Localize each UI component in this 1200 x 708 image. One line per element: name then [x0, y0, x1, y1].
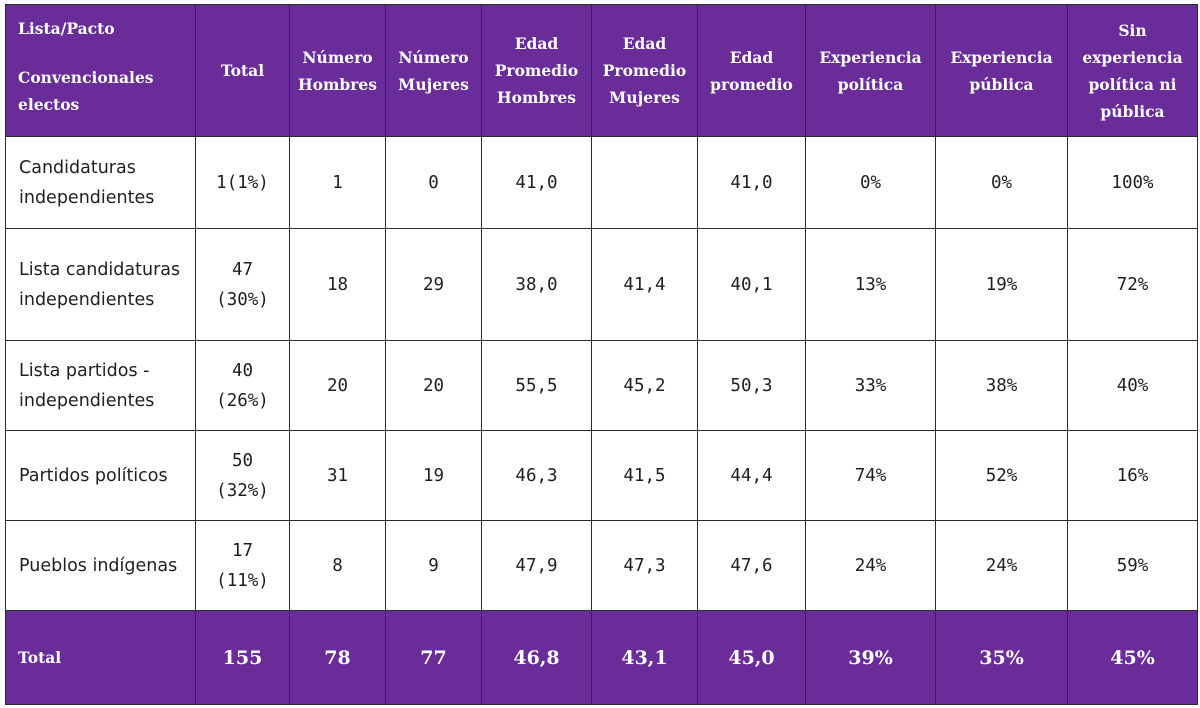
table-row: Candidaturas independientes 1(1%) 1 0 41,0 41… — [5, 136, 1198, 229]
edad-hombres-cell: 41,0 — [481, 136, 592, 229]
edad-mujeres-cell: 45,2 — [591, 340, 698, 431]
exp-publica-cell: 0% — [935, 136, 1068, 229]
header-sin-experiencia: Sin experiencia política ni pública — [1067, 4, 1198, 137]
mujeres-cell: 0 — [385, 136, 482, 229]
exp-politica-cell: 0% — [805, 136, 936, 229]
edad-mujeres-cell: 41,5 — [591, 430, 698, 521]
lista-cell: Partidos políticos — [5, 430, 196, 521]
exp-publica-cell: 38% — [935, 340, 1068, 431]
edad-promedio-cell: 41,0 — [697, 136, 806, 229]
hombres-cell: 1 — [289, 136, 386, 229]
hombres-cell: 8 — [289, 520, 386, 611]
edad-mujeres-cell: 47,3 — [591, 520, 698, 611]
header-total: Total — [195, 4, 290, 137]
sin-experiencia-cell: 59% — [1067, 520, 1198, 611]
exp-publica-cell: 24% — [935, 520, 1068, 611]
mujeres-cell: 9 — [385, 520, 482, 611]
sin-experiencia-cell: 40% — [1067, 340, 1198, 431]
exp-politica-cell: 24% — [805, 520, 936, 611]
exp-politica-cell: 13% — [805, 228, 936, 341]
header-edad-mujeres: Edad Promedio Mujeres — [591, 4, 698, 137]
exp-politica-cell: 74% — [805, 430, 936, 521]
edad-hombres-cell: 55,5 — [481, 340, 592, 431]
header-edad-promedio: Edad promedio — [697, 4, 806, 137]
total-sin-experiencia-cell: 45% — [1067, 610, 1198, 705]
table-row: Partidos políticos 50 (32%) 31 19 46,3 41,5 44… — [5, 430, 1198, 521]
hombres-cell: 20 — [289, 340, 386, 431]
header-lista-pacto: Lista/Pacto Convencionales electos — [5, 4, 196, 137]
sin-experiencia-cell: 72% — [1067, 228, 1198, 341]
convencionales-table: Lista/Pacto Convencionales electos Total… — [5, 4, 1198, 705]
table-row: Lista candidaturas independientes 47 (30%… — [5, 228, 1198, 341]
sin-experiencia-cell: 100% — [1067, 136, 1198, 229]
sin-experiencia-cell: 16% — [1067, 430, 1198, 521]
edad-promedio-cell: 50,3 — [697, 340, 806, 431]
edad-mujeres-cell — [591, 136, 698, 229]
table-body: Candidaturas independientes 1(1%) 1 0 41,0 41… — [5, 136, 1198, 611]
edad-hombres-cell: 38,0 — [481, 228, 592, 341]
header-lista-line1: Lista/Pacto — [18, 19, 115, 38]
lista-cell: Pueblos indígenas — [5, 520, 196, 611]
edad-hombres-cell: 46,3 — [481, 430, 592, 521]
header-row: Lista/Pacto Convencionales electos Total… — [5, 4, 1198, 137]
total-lista-cell: Total — [5, 610, 196, 705]
exp-publica-cell: 52% — [935, 430, 1068, 521]
total-row: Total 155 78 77 46,8 43,1 45,0 39% 35% 45% — [5, 610, 1198, 705]
lista-cell: Lista partidos - independientes — [5, 340, 196, 431]
table-row: Pueblos indígenas 17 (11%) 8 9 47,9 47,3 47,6 2… — [5, 520, 1198, 611]
edad-mujeres-cell: 41,4 — [591, 228, 698, 341]
edad-promedio-cell: 47,6 — [697, 520, 806, 611]
total-total-cell: 155 — [195, 610, 290, 705]
lista-cell: Lista candidaturas independientes — [5, 228, 196, 341]
hombres-cell: 18 — [289, 228, 386, 341]
table-row: Lista partidos - independientes 40 (26%) 2… — [5, 340, 1198, 431]
total-cell: 40 (26%) — [195, 340, 290, 431]
header-exp-politica: Experiencia política — [805, 4, 936, 137]
total-cell: 1(1%) — [195, 136, 290, 229]
mujeres-cell: 29 — [385, 228, 482, 341]
header-num-hombres: Número Hombres — [289, 4, 386, 137]
total-exp-politica-cell: 39% — [805, 610, 936, 705]
total-edad-mujeres-cell: 43,1 — [591, 610, 698, 705]
header-num-mujeres: Número Mujeres — [385, 4, 482, 137]
total-edad-promedio-cell: 45,0 — [697, 610, 806, 705]
total-mujeres-cell: 77 — [385, 610, 482, 705]
edad-promedio-cell: 44,4 — [697, 430, 806, 521]
total-exp-publica-cell: 35% — [935, 610, 1068, 705]
header-lista-line2: Convencionales electos — [18, 68, 154, 114]
mujeres-cell: 20 — [385, 340, 482, 431]
total-edad-hombres-cell: 46,8 — [481, 610, 592, 705]
total-cell: 17 (11%) — [195, 520, 290, 611]
edad-promedio-cell: 40,1 — [697, 228, 806, 341]
lista-cell: Candidaturas independientes — [5, 136, 196, 229]
hombres-cell: 31 — [289, 430, 386, 521]
mujeres-cell: 19 — [385, 430, 482, 521]
edad-hombres-cell: 47,9 — [481, 520, 592, 611]
exp-publica-cell: 19% — [935, 228, 1068, 341]
total-cell: 47 (30%) — [195, 228, 290, 341]
header-exp-publica: Experiencia pública — [935, 4, 1068, 137]
total-hombres-cell: 78 — [289, 610, 386, 705]
header-edad-hombres: Edad Promedio Hombres — [481, 4, 592, 137]
total-cell: 50 (32%) — [195, 430, 290, 521]
exp-politica-cell: 33% — [805, 340, 936, 431]
